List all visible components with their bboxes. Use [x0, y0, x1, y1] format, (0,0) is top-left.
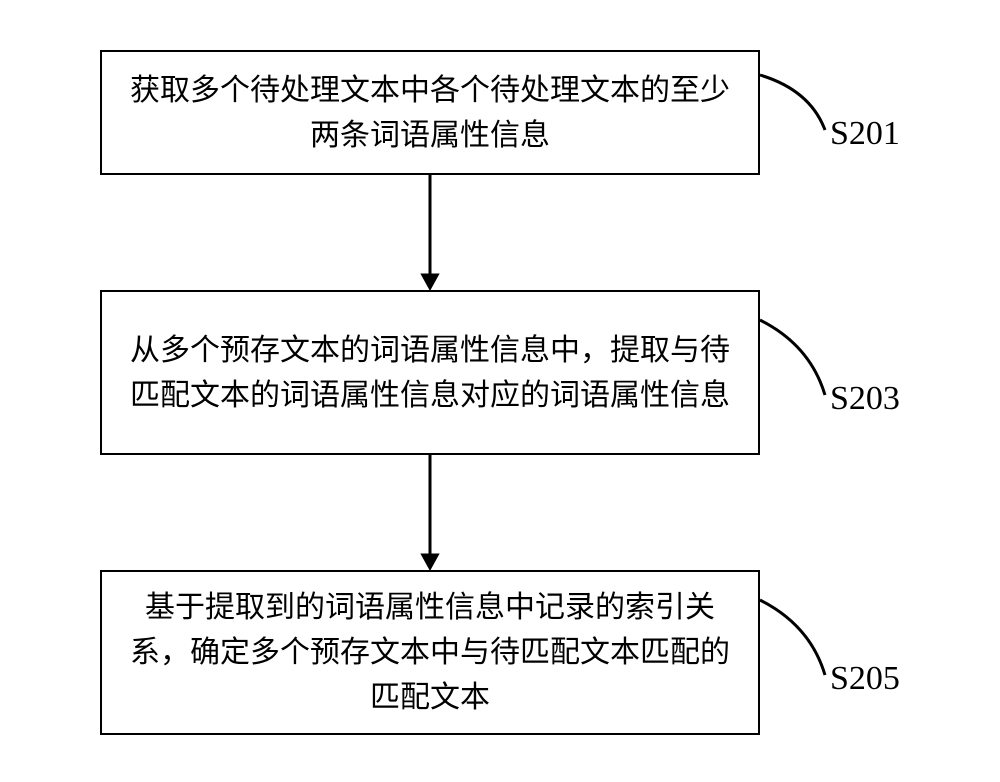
flowchart-diagram: 获取多个待处理文本中各个待处理文本的至少两条词语属性信息 从多个预存文本的词语属…	[0, 0, 1000, 782]
connector-arrows	[0, 0, 1000, 782]
